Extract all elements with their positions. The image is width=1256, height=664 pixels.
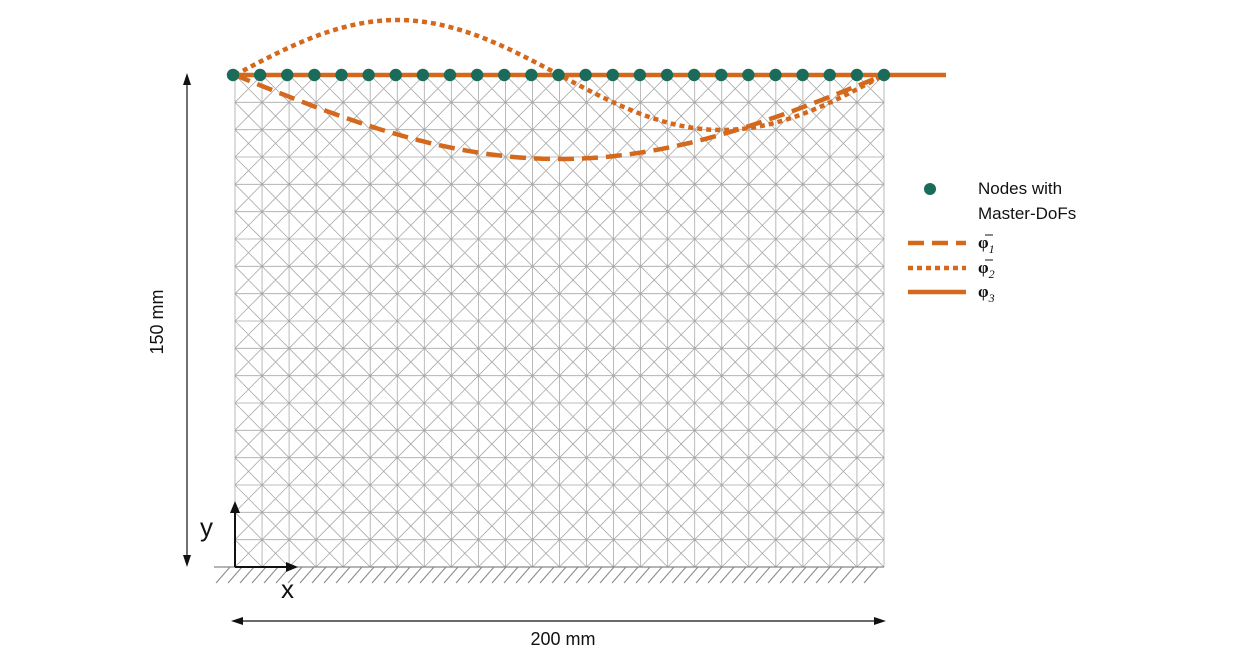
master-node: [253, 68, 267, 82]
fixed-support-hatching: [214, 566, 884, 584]
master-node: [362, 68, 375, 82]
legend-phi2-subscript: 2: [989, 267, 995, 281]
mesh-elements: [234, 74, 885, 568]
master-node: [850, 68, 864, 82]
master-node: [470, 68, 484, 82]
legend-phi1-symbol: φ: [978, 233, 989, 252]
master-node: [552, 68, 565, 82]
master-node: [877, 68, 891, 82]
width-arrow-left: [231, 617, 243, 625]
legend-phi2-symbol: φ: [978, 258, 989, 277]
legend-phi3-symbol: φ: [978, 282, 989, 301]
master-node: [823, 68, 836, 82]
master-node: [769, 68, 782, 82]
master-node: [579, 68, 592, 82]
width-arrow-right: [874, 617, 886, 625]
height-dimension-label: 150 mm: [147, 289, 167, 354]
master-node: [389, 68, 402, 82]
height-arrow-bottom: [183, 555, 191, 567]
height-arrow-top: [183, 73, 191, 85]
coordinate-axes: y x: [200, 501, 298, 604]
legend: Nodes with Master-DoFs φ1 φ2 φ3: [908, 179, 1076, 305]
width-dimension-label: 200 mm: [530, 629, 595, 649]
master-node: [633, 68, 647, 82]
legend-nodes-label-line1: Nodes with: [978, 179, 1062, 198]
master-node: [606, 68, 619, 82]
master-node: [335, 68, 348, 82]
master-node: [687, 68, 701, 82]
master-node: [796, 68, 809, 82]
master-dof-nodes: [226, 68, 891, 82]
legend-phi3-subscript: 3: [988, 291, 995, 305]
master-node: [308, 68, 321, 82]
mode-shape-phi1: [234, 72, 885, 162]
y-axis-arrowhead: [230, 501, 240, 513]
master-node: [660, 68, 674, 82]
x-axis-label: x: [281, 574, 294, 604]
legend-phi3-label: φ3: [978, 282, 995, 305]
master-node: [226, 68, 240, 82]
width-dimension: 200 mm: [231, 617, 886, 649]
finite-element-mesh: [234, 74, 885, 568]
master-node: [498, 68, 511, 82]
master-node: [715, 68, 728, 82]
legend-phi2-label: φ2: [978, 258, 995, 281]
master-node: [281, 68, 294, 82]
master-node: [443, 68, 457, 82]
legend-node-marker: [924, 183, 936, 195]
y-axis-label: y: [200, 512, 213, 542]
mode-shapes: [233, 17, 946, 162]
support-hatch-lines: [215, 566, 879, 584]
master-node: [525, 68, 538, 82]
legend-nodes-label-line2: Master-DoFs: [978, 204, 1076, 223]
x-axis-arrowhead: [286, 562, 298, 572]
height-dimension: 150 mm: [147, 73, 191, 567]
master-node: [742, 68, 755, 82]
master-node: [416, 68, 430, 82]
legend-phi1-label: φ1: [978, 233, 995, 256]
legend-phi1-subscript: 1: [989, 242, 995, 256]
